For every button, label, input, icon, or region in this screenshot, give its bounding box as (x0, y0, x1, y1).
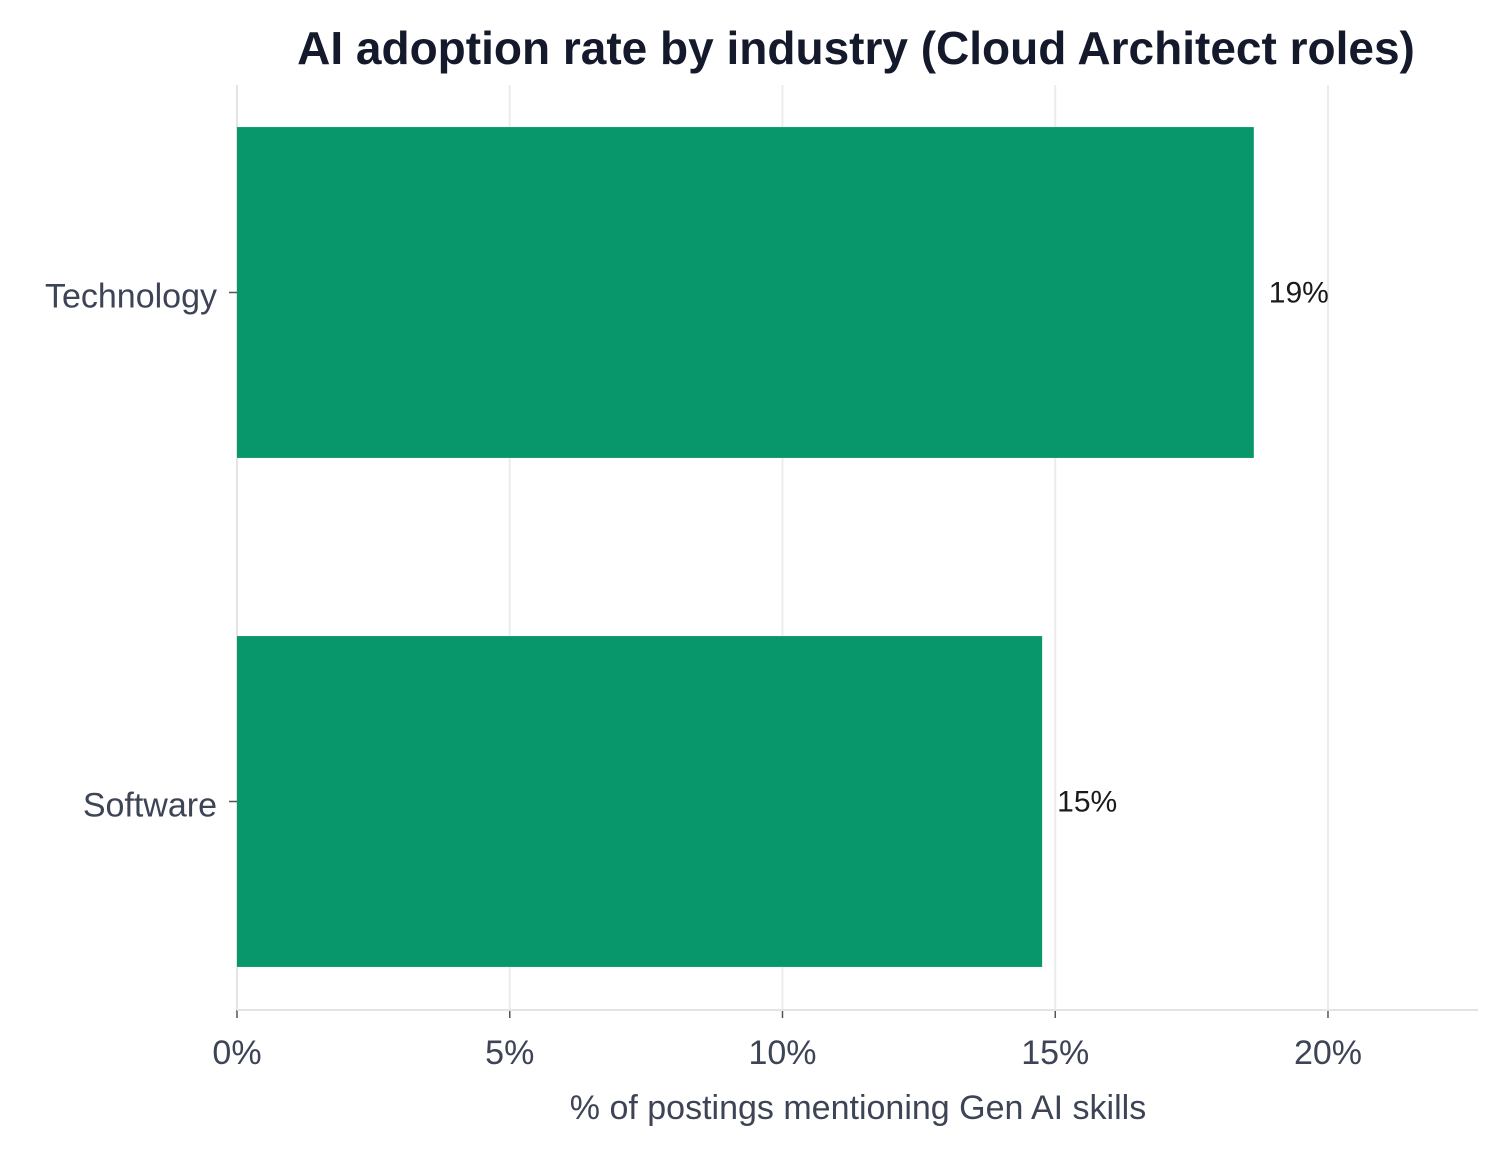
chart-title: AI adoption rate by industry (Cloud Arch… (297, 22, 1415, 74)
x-tick-label: 10% (748, 1034, 816, 1072)
bar (237, 636, 1043, 967)
value-label: 15% (1057, 785, 1117, 818)
x-tick-label: 5% (485, 1034, 534, 1072)
x-axis-label: % of postings mentioning Gen AI skills (570, 1089, 1146, 1127)
x-tick-label: 20% (1294, 1034, 1362, 1072)
x-tick-label: 0% (212, 1034, 261, 1072)
y-tick-label: Software (83, 786, 217, 824)
value-label: 19% (1269, 276, 1329, 309)
x-tick-label: 15% (1021, 1034, 1089, 1072)
bar (237, 127, 1254, 458)
y-tick-label: Technology (45, 277, 217, 315)
